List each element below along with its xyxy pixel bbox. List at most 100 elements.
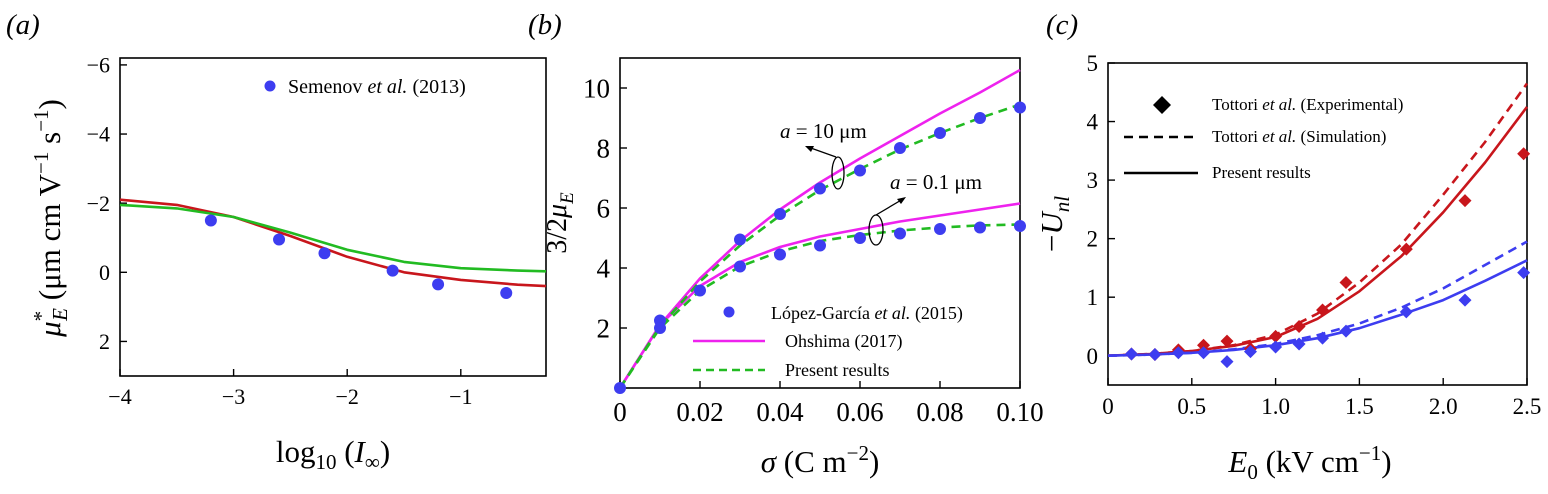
y-tick-label-a-1: −4	[87, 122, 110, 147]
point-c-4-10	[1400, 305, 1413, 318]
point-c-3-11	[1458, 194, 1471, 207]
point-c-3-9	[1339, 276, 1352, 289]
x-tick-label-a-1: −3	[222, 384, 245, 409]
ya-s: s	[32, 132, 67, 152]
point-a-0-3	[387, 265, 399, 277]
y-tick-label-c-0: 0	[1087, 344, 1099, 369]
point-b-0-0	[614, 382, 626, 394]
legend-a-part1: Semenov	[288, 76, 367, 98]
panel-b-ylabel: 3/2μE	[542, 192, 578, 254]
xb-rest: (C m	[776, 444, 847, 479]
point-c-4-1	[1148, 348, 1161, 361]
annotation-a-10um: a = 10 μm	[780, 119, 867, 143]
point-c-3-12	[1517, 147, 1530, 160]
yb-mu: μ	[542, 204, 573, 219]
xc-close: )	[1381, 444, 1391, 479]
panel-a-axes-frame	[120, 58, 546, 376]
lgb1-c: (2015)	[910, 303, 963, 324]
point-b-0-7	[894, 142, 906, 154]
yc-u: U	[1034, 210, 1069, 235]
panel-a: (a) −4 −3 −2 −1 −6 −4 −2 0 2 Semenov et al. (201…	[6, 9, 546, 474]
xc-sub: 0	[1247, 460, 1258, 484]
x-tick-label-b-3: 0.06	[836, 397, 883, 427]
x-tick-label-c-4: 2.0	[1429, 394, 1458, 419]
y-tick-label-a-3: 0	[99, 260, 110, 285]
point-c-4-8	[1316, 332, 1329, 345]
point-b-0-2	[694, 285, 706, 297]
y-tick-label-a-4: 2	[99, 329, 110, 354]
x-tick-label-c-0: 0	[1102, 394, 1114, 419]
point-c-4-4	[1220, 355, 1233, 368]
ya-close: )	[32, 99, 67, 109]
point-b-1-5	[894, 228, 906, 240]
series-a-2-line-line	[120, 205, 546, 271]
y-tick-label-b-3: 8	[597, 133, 611, 163]
x-tick-label-a-2: −2	[335, 384, 358, 409]
y-tick-label-a-0: −6	[87, 53, 110, 78]
ann2-rest: = 0.1 μm	[901, 170, 982, 194]
xb-close: )	[869, 444, 879, 479]
y-tick-label-c-1: 1	[1087, 285, 1099, 310]
ya-sub: E	[48, 308, 72, 322]
legend-b-label-present: Present results	[785, 360, 889, 380]
ann1-rest: = 10 μm	[791, 119, 867, 143]
point-b-1-2	[774, 249, 786, 261]
annotation-a-0.1um: a = 0.1 μm	[890, 170, 982, 194]
point-b-0-4	[774, 208, 786, 220]
yb-sub: E	[557, 192, 578, 205]
point-a-0-0	[205, 214, 217, 226]
xa-sub: 10	[315, 450, 336, 474]
yb-frac: 3/2	[542, 218, 573, 254]
ya-rest: (μm cm V	[32, 173, 67, 308]
lgc2-c: (Simulation)	[1296, 127, 1386, 146]
series-c-6-dashed-line	[1108, 84, 1527, 356]
x-tick-label-b-1: 0.02	[676, 397, 723, 427]
point-a-0-4	[432, 278, 444, 290]
y-tick-label-a-2: −2	[87, 191, 110, 216]
x-tick-label-c-3: 1.5	[1345, 394, 1374, 419]
ya-exp2: −1	[29, 109, 53, 131]
legend-c-marker-exp	[1153, 96, 1171, 114]
y-tick-label-c-2: 2	[1087, 227, 1099, 252]
ann1-a: a	[780, 119, 791, 143]
point-c-4-11	[1458, 294, 1471, 307]
xc-exp: −1	[1359, 441, 1381, 465]
x-tick-label-a-0: −4	[108, 384, 131, 409]
x-tick-label-b-4: 0.08	[916, 397, 963, 427]
x-tick-label-a-3: −1	[449, 384, 472, 409]
point-a-0-2	[318, 247, 330, 259]
lgc1-a: Tottori	[1212, 95, 1262, 114]
y-tick-label-b-1: 4	[597, 253, 611, 283]
point-b-1-0	[654, 322, 666, 334]
lgb1-a: López-García	[771, 303, 874, 323]
point-a-0-1	[273, 233, 285, 245]
point-b-1-4	[854, 232, 866, 244]
legend-a-marker	[265, 81, 276, 92]
y-tick-label-c-5: 5	[1087, 51, 1099, 76]
x-tick-label-c-5: 2.5	[1513, 394, 1542, 419]
panel-c-xlabel: E0 (kV cm−1)	[1227, 441, 1391, 484]
series-a-1-line-line	[120, 200, 546, 286]
panel-a-label: (a)	[6, 9, 40, 41]
point-a-0-5	[500, 287, 512, 299]
y-tick-label-c-4: 4	[1087, 110, 1099, 135]
xb-exp: −2	[847, 441, 869, 465]
lgc2-b: et al.	[1262, 127, 1296, 146]
x-tick-label-b-0: 0	[613, 397, 627, 427]
panel-c: (c) 0 0.5 1.0 1.5 2.0 2.5 0 1 2 3 4 5 Tottori et al…	[1034, 9, 1541, 484]
point-b-1-1	[734, 261, 746, 273]
legend-b-label-ohshima: Ohshima (2017)	[785, 331, 902, 352]
point-b-0-5	[814, 183, 826, 195]
xc-e: E	[1227, 444, 1247, 479]
panel-b: (b) 0 0.02 0.04 0.06 0.08 0.10 2 4 6 8 10 a = 10 μ…	[528, 9, 1044, 479]
point-b-0-3	[734, 234, 746, 246]
x-tick-label-b-5: 0.10	[996, 397, 1043, 427]
y-tick-label-b-2: 6	[597, 193, 611, 223]
annotation-a-0.1um-arrowhead	[897, 197, 906, 204]
panel-c-label: (c)	[1046, 9, 1078, 41]
legend-c-label-sim: Tottori et al. (Simulation)	[1212, 127, 1386, 146]
lgc1-b: et al.	[1262, 95, 1296, 114]
xa-inf: ∞	[365, 450, 380, 474]
legend-c-label-present: Present results	[1212, 163, 1311, 182]
point-b-0-9	[974, 112, 986, 124]
